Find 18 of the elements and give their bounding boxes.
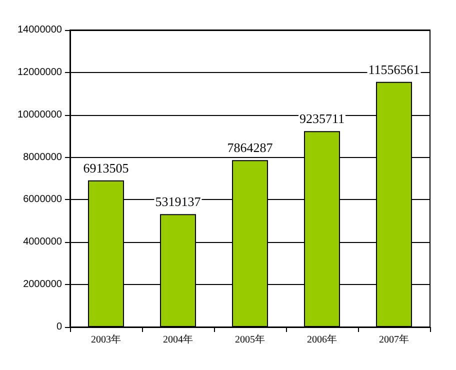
data-label: 9235711 bbox=[299, 111, 345, 126]
y-tick-label: 10000000 bbox=[18, 109, 62, 120]
x-tick-label: 2005年 bbox=[235, 334, 265, 346]
y-tick-label: 12000000 bbox=[18, 66, 62, 78]
y-tick-label: 8000000 bbox=[23, 152, 62, 163]
y-tick-label: 4000000 bbox=[23, 236, 62, 248]
y-tick-label: 6000000 bbox=[23, 194, 62, 206]
y-tick-label: 2000000 bbox=[23, 279, 62, 290]
x-tick-label: 2003年 bbox=[91, 334, 121, 346]
data-label: 5319137 bbox=[155, 194, 202, 210]
data-label: 7864287 bbox=[227, 140, 274, 156]
x-tick-label: 2006年 bbox=[307, 334, 337, 346]
data-label: 6913505 bbox=[83, 160, 129, 176]
data-label: 11556561 bbox=[368, 62, 420, 77]
y-tick-label: 14000000 bbox=[18, 24, 62, 36]
y-tick-label: 0 bbox=[56, 322, 62, 332]
x-tick-label: 2004年 bbox=[163, 334, 193, 346]
x-tick-label: 2007年 bbox=[379, 334, 409, 346]
